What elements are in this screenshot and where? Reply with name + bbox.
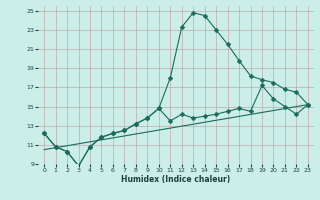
X-axis label: Humidex (Indice chaleur): Humidex (Indice chaleur) [121,175,231,184]
